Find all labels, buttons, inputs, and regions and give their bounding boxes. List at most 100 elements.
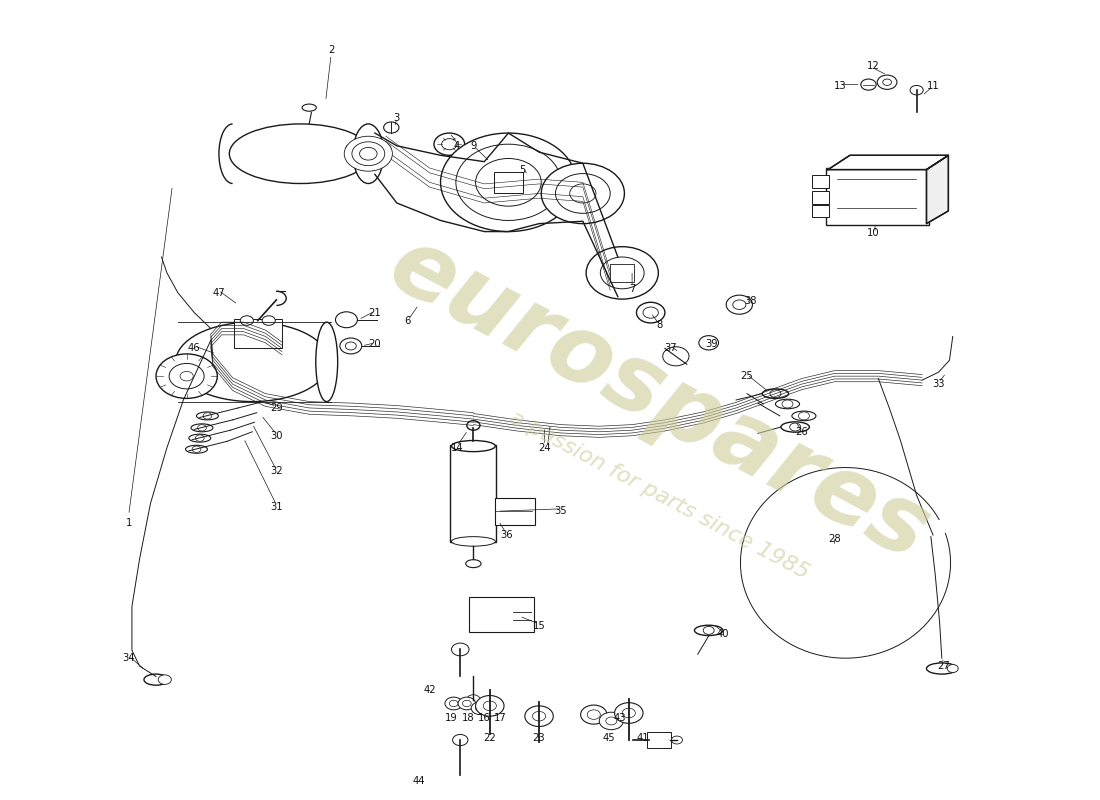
Circle shape xyxy=(726,295,752,314)
Text: 39: 39 xyxy=(706,339,718,350)
Text: 18: 18 xyxy=(462,713,474,722)
FancyBboxPatch shape xyxy=(812,175,829,188)
Text: 26: 26 xyxy=(795,426,808,437)
Circle shape xyxy=(344,136,393,171)
Ellipse shape xyxy=(144,674,168,686)
Text: 44: 44 xyxy=(412,776,425,786)
Ellipse shape xyxy=(776,399,800,409)
Circle shape xyxy=(790,423,801,431)
Ellipse shape xyxy=(186,446,208,454)
Circle shape xyxy=(345,342,356,350)
Text: 33: 33 xyxy=(933,379,945,389)
Circle shape xyxy=(475,705,484,711)
FancyBboxPatch shape xyxy=(494,172,522,193)
Text: 46: 46 xyxy=(188,343,200,354)
Circle shape xyxy=(541,163,625,224)
Ellipse shape xyxy=(694,626,723,635)
Ellipse shape xyxy=(451,441,495,452)
Text: 38: 38 xyxy=(744,296,757,306)
Text: 17: 17 xyxy=(494,713,507,722)
Text: 3: 3 xyxy=(394,113,400,123)
Circle shape xyxy=(532,711,546,721)
Circle shape xyxy=(169,363,205,389)
Text: 45: 45 xyxy=(603,733,615,742)
Text: a passion for parts since 1985: a passion for parts since 1985 xyxy=(506,407,813,583)
Circle shape xyxy=(360,147,377,160)
Text: 19: 19 xyxy=(446,713,458,722)
Text: 4: 4 xyxy=(454,141,460,150)
Circle shape xyxy=(452,734,468,746)
Circle shape xyxy=(770,390,781,398)
Circle shape xyxy=(947,665,958,673)
Circle shape xyxy=(637,302,664,323)
Circle shape xyxy=(623,708,636,718)
Polygon shape xyxy=(926,155,948,224)
Text: 13: 13 xyxy=(834,81,846,91)
Ellipse shape xyxy=(176,322,329,402)
Circle shape xyxy=(340,338,362,354)
Circle shape xyxy=(345,144,356,152)
Text: 15: 15 xyxy=(532,622,546,631)
Circle shape xyxy=(586,246,658,299)
Circle shape xyxy=(556,174,610,214)
Circle shape xyxy=(483,701,496,710)
Circle shape xyxy=(192,446,201,453)
Text: 29: 29 xyxy=(270,403,283,413)
Circle shape xyxy=(449,700,458,706)
Text: 16: 16 xyxy=(478,713,491,722)
Text: 11: 11 xyxy=(926,81,939,91)
Text: 47: 47 xyxy=(212,288,224,298)
Text: 37: 37 xyxy=(664,343,676,354)
FancyBboxPatch shape xyxy=(826,168,928,226)
Text: 32: 32 xyxy=(271,466,283,477)
Text: 31: 31 xyxy=(271,502,283,512)
FancyBboxPatch shape xyxy=(469,597,534,632)
Circle shape xyxy=(475,158,541,206)
Text: 21: 21 xyxy=(368,308,382,318)
Circle shape xyxy=(240,316,253,326)
Circle shape xyxy=(198,425,207,431)
Circle shape xyxy=(606,717,617,725)
Circle shape xyxy=(458,697,475,710)
Text: 1: 1 xyxy=(125,518,132,528)
Ellipse shape xyxy=(781,422,810,432)
Text: 35: 35 xyxy=(554,506,568,516)
Ellipse shape xyxy=(465,560,481,568)
Circle shape xyxy=(262,316,275,326)
Circle shape xyxy=(698,336,718,350)
Circle shape xyxy=(703,626,714,634)
Circle shape xyxy=(466,421,480,430)
Text: 25: 25 xyxy=(740,371,754,381)
Circle shape xyxy=(158,675,172,685)
Ellipse shape xyxy=(762,389,789,398)
Circle shape xyxy=(581,705,607,724)
Text: 28: 28 xyxy=(828,534,840,544)
Circle shape xyxy=(600,712,624,730)
FancyBboxPatch shape xyxy=(450,446,496,542)
Circle shape xyxy=(475,695,504,716)
Text: 42: 42 xyxy=(424,685,436,695)
Text: 24: 24 xyxy=(538,442,551,453)
FancyBboxPatch shape xyxy=(812,205,829,218)
Circle shape xyxy=(462,700,471,706)
Circle shape xyxy=(587,710,601,719)
Circle shape xyxy=(910,86,923,95)
Text: 30: 30 xyxy=(271,430,283,441)
Circle shape xyxy=(156,354,218,398)
Text: 14: 14 xyxy=(451,442,463,453)
Circle shape xyxy=(336,312,358,328)
Text: eurospares: eurospares xyxy=(374,219,945,581)
Ellipse shape xyxy=(189,434,211,442)
Text: 12: 12 xyxy=(867,62,879,71)
Text: 27: 27 xyxy=(937,661,950,671)
Circle shape xyxy=(799,412,810,420)
Text: 36: 36 xyxy=(499,530,513,540)
Ellipse shape xyxy=(229,124,372,183)
Circle shape xyxy=(196,435,205,442)
Text: 8: 8 xyxy=(657,319,662,330)
Text: 6: 6 xyxy=(405,315,411,326)
Text: 9: 9 xyxy=(470,141,476,150)
Circle shape xyxy=(352,142,385,166)
Text: 20: 20 xyxy=(368,339,382,350)
Ellipse shape xyxy=(926,663,957,674)
